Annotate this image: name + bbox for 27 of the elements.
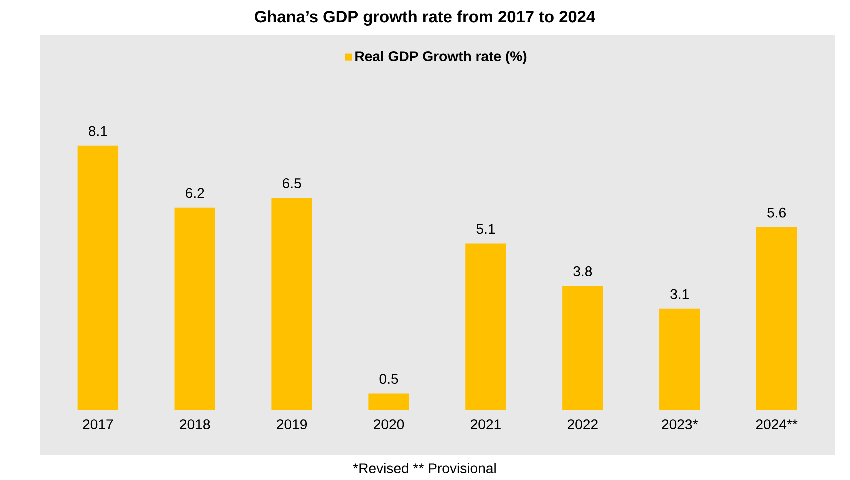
bar <box>368 394 410 410</box>
data-label: 0.5 <box>380 374 398 384</box>
text: *Revised ** Provisional <box>353 463 496 474</box>
bar <box>174 208 216 410</box>
data-label: 5.6 <box>768 208 786 218</box>
bar <box>78 146 119 410</box>
x-tick-label: 2023* <box>662 420 698 430</box>
x-tick-label: 2021 <box>471 420 501 430</box>
data-label: 5.1 <box>476 224 496 234</box>
data-label: 3.8 <box>574 266 592 276</box>
chart-title: Ghana’s GDP growth rate from 2017 to 2024 <box>255 10 596 26</box>
data-label: 3.1 <box>670 289 689 300</box>
bar <box>660 308 700 410</box>
x-tick-label: 2019 <box>277 420 308 430</box>
data-label: 8.1 <box>89 126 108 136</box>
legend-label: Real GDP Growth rate (%) <box>356 51 527 64</box>
x-tick-label: 2024** <box>756 420 798 430</box>
x-tick-label: 2020 <box>374 420 404 430</box>
x-tick-label: 2018 <box>180 420 210 430</box>
data-label: 6.5 <box>283 178 302 188</box>
bar <box>562 286 604 410</box>
bar <box>756 227 798 410</box>
bar <box>466 244 506 410</box>
x-tick-label: 2022 <box>568 420 598 430</box>
data-label: 6.2 <box>186 188 204 198</box>
bar <box>272 198 312 410</box>
x-tick-label: 2017 <box>83 420 114 430</box>
